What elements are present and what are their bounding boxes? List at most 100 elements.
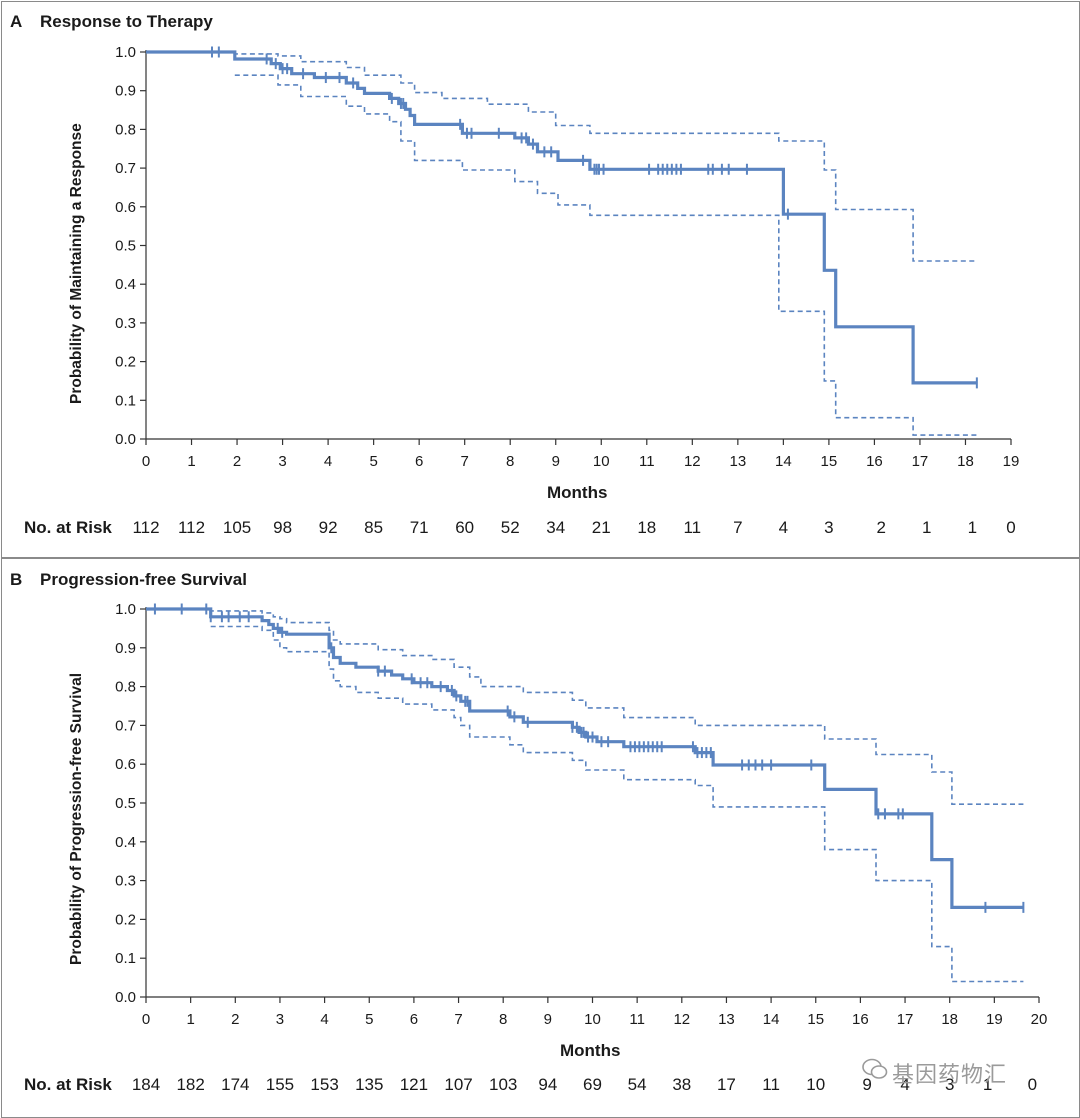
chart-b-risk-value: 38 — [672, 1075, 692, 1094]
chart-a-risk-value: 60 — [455, 518, 475, 537]
chart-b-x-tick-label: 17 — [897, 1011, 914, 1028]
chart-b-risk-value: 4 — [900, 1075, 910, 1094]
chart-a-x-tick-label: 6 — [415, 453, 423, 470]
panel-b-title: Progression-free Survival — [40, 570, 247, 589]
chart-a-risk-value: 112 — [132, 518, 160, 537]
chart-b-x-tick-label: 19 — [986, 1011, 1003, 1028]
chart-a-y-tick-label: 1.0 — [115, 44, 136, 61]
chart-a-y-tick-label: 0.3 — [115, 315, 136, 332]
chart-b-x-tick-label: 9 — [544, 1011, 552, 1028]
chart-b-risk-value: 174 — [221, 1075, 250, 1094]
chart-a-x-tick-label: 14 — [775, 453, 792, 470]
chart-b-risk-value: 10 — [806, 1075, 826, 1094]
chart-b-y-tick-label: 0.7 — [115, 717, 136, 734]
chart-a-x-tick-label: 1 — [187, 453, 195, 470]
chart-b-y-tick-label: 0.5 — [115, 795, 136, 812]
x-axis-label-a: Months — [547, 483, 608, 502]
chart-b-risk-value: 17 — [716, 1075, 736, 1094]
chart-b-risk-value: 69 — [583, 1075, 602, 1094]
chart-b-x-tick-label: 10 — [584, 1011, 601, 1028]
x-axis-label-b: Months — [560, 1041, 621, 1060]
chart-a-x-tick-label: 15 — [821, 453, 838, 470]
chart-a-risk-value: 7 — [733, 518, 743, 537]
chart-a-x-tick-label: 12 — [684, 453, 701, 470]
chart-a-y-tick-label: 0.4 — [115, 276, 136, 293]
chart-b-x-tick-label: 20 — [1031, 1011, 1048, 1028]
panel-b-letter: B — [10, 570, 23, 589]
chart-a-x-tick-label: 16 — [866, 453, 883, 470]
chart-b-risk-value: 184 — [131, 1075, 161, 1094]
chart-b-x-tick-label: 12 — [673, 1011, 690, 1028]
chart-b-risk-value: 1 — [982, 1075, 993, 1094]
chart-a-risk-value: 1 — [922, 518, 932, 537]
chart-b-x-tick-label: 11 — [629, 1011, 645, 1028]
chart-b-y-tick-label: 0.3 — [115, 873, 136, 890]
chart-a-x-tick-label: 9 — [552, 453, 560, 470]
chart-b-x-tick-label: 0 — [142, 1011, 150, 1028]
chart-b-risk-value: 9 — [862, 1075, 872, 1094]
chart-b-y-tick-label: 1.0 — [115, 601, 136, 618]
chart-a-risk-value: 3 — [824, 518, 834, 537]
chart-b-x-tick-label: 4 — [320, 1011, 328, 1028]
chart-b-x-tick-label: 3 — [276, 1011, 284, 1028]
chart-a-y-tick-label: 0.6 — [115, 199, 136, 216]
chart-a-ci-line — [234, 74, 977, 436]
chart-a-x-tick-label: 13 — [729, 453, 746, 470]
chart-a-x-tick-label: 19 — [1003, 453, 1020, 470]
chart-b-x-tick-label: 7 — [454, 1011, 462, 1028]
chart-a-y-tick-label: 0.2 — [115, 354, 136, 371]
chart-b-y-tick-label: 0.9 — [115, 640, 136, 657]
chart-a-x-tick-label: 17 — [912, 453, 929, 470]
chart-b-x-tick-label: 14 — [763, 1011, 780, 1028]
chart-a-ci-line — [234, 52, 977, 262]
chart-b-ci-line — [209, 609, 1024, 805]
chart-a-x-tick-label: 18 — [957, 453, 974, 470]
chart-a-risk-value: 92 — [318, 518, 338, 537]
chart-b-x-tick-label: 18 — [941, 1011, 958, 1028]
chart-b-risk-value: 94 — [538, 1075, 558, 1094]
panel-response-to-therapy — [1, 1, 1080, 558]
chart-b-risk-value: 54 — [627, 1075, 647, 1094]
chart-b-x-tick-label: 2 — [231, 1011, 239, 1028]
chart-b-ci-line — [210, 625, 1024, 983]
chart-a-x-tick-label: 8 — [506, 453, 514, 470]
chart-a-risk-value: 98 — [273, 518, 293, 537]
chart-a-risk-value: 0 — [1006, 518, 1016, 537]
chart-a-risk-value: 71 — [409, 518, 429, 537]
chart-a-risk-value: 2 — [876, 518, 886, 537]
chart-a-risk-value: 11 — [683, 518, 702, 537]
chart-a-y-tick-label: 0.9 — [115, 83, 136, 100]
chart-b-x-tick-label: 16 — [852, 1011, 869, 1028]
risk-table-label-a: No. at Risk — [24, 518, 112, 537]
chart-b-risk-value: 11 — [762, 1075, 780, 1094]
chart-b-risk-value: 107 — [444, 1075, 473, 1094]
chart-a-y-tick-label: 0.8 — [115, 121, 136, 138]
chart-a-risk-value: 21 — [591, 518, 611, 537]
chart-a-x-tick-label: 7 — [461, 453, 469, 470]
chart-a-risk-value: 4 — [778, 518, 789, 537]
chart-a-risk-value: 1 — [967, 518, 978, 537]
chart-b-y-tick-label: 0.0 — [115, 989, 136, 1006]
chart-b-x-tick-label: 6 — [410, 1011, 418, 1028]
chart-b-risk-value: 3 — [944, 1075, 955, 1094]
chart-b-risk-value: 121 — [399, 1075, 429, 1094]
chart-a-y-tick-label: 0.1 — [115, 392, 136, 409]
chart-a-x-tick-label: 0 — [142, 453, 150, 470]
wechat-icon — [862, 1058, 888, 1079]
chart-a-x-tick-label: 5 — [369, 453, 377, 470]
risk-table-label-b: No. at Risk — [24, 1075, 112, 1094]
chart-a-x-tick-label: 10 — [593, 453, 610, 470]
chart-b-risk-value: 153 — [310, 1075, 339, 1094]
chart-b-y-tick-label: 0.1 — [115, 950, 136, 967]
chart-a-risk-value: 52 — [500, 518, 520, 537]
chart-b-risk-value: 155 — [265, 1075, 295, 1094]
panel-a-letter: A — [10, 12, 23, 31]
panel-progression-free-survival — [1, 558, 1080, 1118]
chart-b-risk-value: 103 — [489, 1075, 518, 1094]
watermark-text: 基因药物汇 — [892, 1063, 1008, 1088]
chart-a-y-tick-label: 0.7 — [115, 160, 136, 177]
chart-b-y-tick-label: 0.6 — [115, 756, 136, 773]
chart-b-km-curve — [146, 607, 1024, 909]
panel-a-title: Response to Therapy — [40, 12, 213, 31]
chart-b-x-tick-label: 8 — [499, 1011, 507, 1028]
